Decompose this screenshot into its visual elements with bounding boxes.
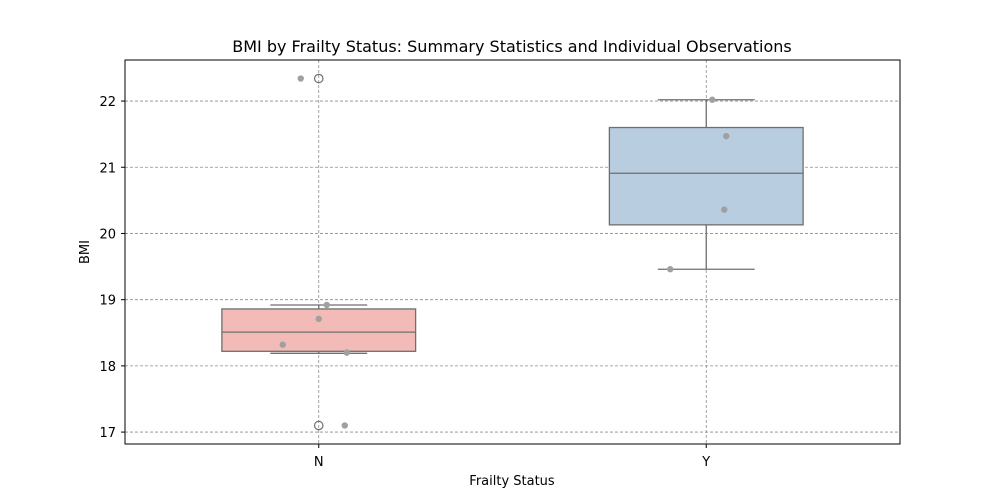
x-tick-label: Y: [701, 455, 710, 470]
y-axis-label: BMI: [78, 240, 93, 264]
observation-point: [279, 341, 286, 348]
y-tick-label: 22: [99, 95, 116, 110]
y-tick-label: 21: [99, 161, 116, 176]
observation-point: [343, 349, 350, 356]
y-axis-ticks: 17 18 19 20 21 22: [99, 95, 125, 441]
box-group: [221, 73, 804, 431]
box-y: [608, 99, 804, 270]
iqr-box: [608, 126, 804, 226]
outlier-marker: [313, 420, 324, 431]
y-tick-label: 19: [99, 294, 116, 309]
x-tick-label: N: [314, 455, 324, 470]
observation-points: [279, 75, 730, 429]
observation-point: [723, 132, 730, 140]
observation-point: [315, 315, 322, 323]
y-tick-label: 17: [99, 426, 116, 441]
y-tick-label: 20: [99, 227, 116, 242]
chart-title: BMI by Frailty Status: Summary Statistic…: [232, 37, 792, 56]
observation-point: [297, 75, 304, 82]
observation-point: [721, 206, 728, 213]
observation-point: [667, 266, 674, 273]
grid-lines: [125, 60, 900, 444]
outlier-marker: [313, 73, 324, 84]
observation-point: [323, 301, 330, 309]
box-n: [221, 73, 417, 431]
y-tick-label: 18: [99, 360, 116, 375]
plot-frame: [124, 59, 901, 445]
observation-point: [341, 422, 348, 429]
observation-point: [709, 96, 716, 103]
x-axis-label: Frailty Status: [469, 474, 555, 489]
iqr-box: [221, 308, 417, 352]
